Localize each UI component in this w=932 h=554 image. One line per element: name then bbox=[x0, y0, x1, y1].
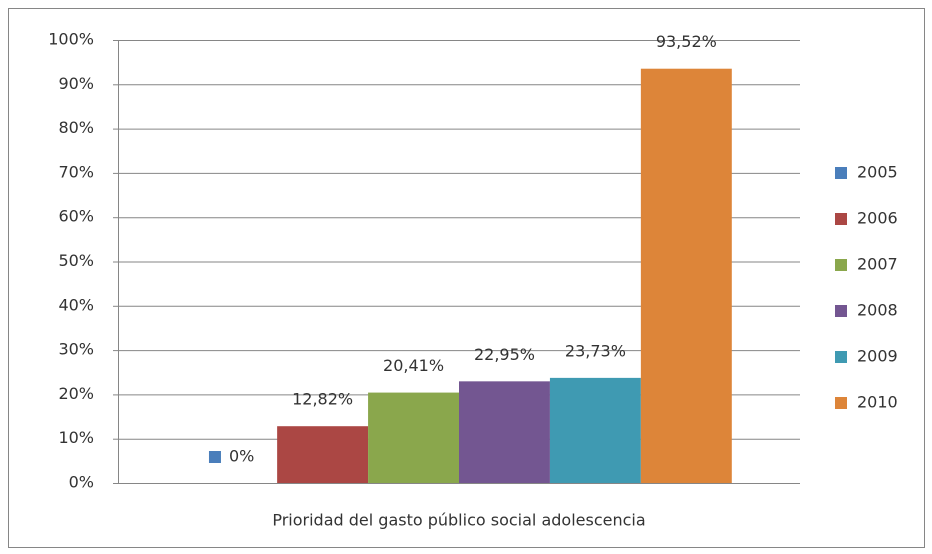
data-label: 12,82% bbox=[292, 390, 353, 409]
y-tick-label: 40% bbox=[58, 295, 94, 314]
y-tick-label: 10% bbox=[58, 428, 94, 447]
legend-key bbox=[835, 213, 847, 225]
x-tick-label: Prioridad del gasto público social adole… bbox=[272, 511, 645, 530]
data-label: 20,41% bbox=[383, 356, 444, 375]
y-tick-label: 90% bbox=[58, 74, 94, 93]
data-label: 23,73% bbox=[565, 341, 626, 360]
y-tick-label: 0% bbox=[69, 473, 94, 492]
legend-key bbox=[835, 167, 847, 179]
y-tick-label: 50% bbox=[58, 251, 94, 270]
data-label: 22,95% bbox=[474, 345, 535, 364]
bar bbox=[277, 426, 369, 483]
y-tick-label: 70% bbox=[58, 162, 94, 181]
data-label-key bbox=[208, 451, 221, 463]
legend-label: 2006 bbox=[857, 209, 898, 228]
bar bbox=[368, 392, 459, 483]
data-label: 0% bbox=[229, 447, 254, 466]
bar bbox=[640, 68, 732, 484]
bar bbox=[549, 377, 641, 483]
legend-label: 2005 bbox=[857, 163, 898, 182]
y-tick-label: 20% bbox=[58, 384, 94, 403]
legend-label: 2010 bbox=[857, 393, 898, 412]
legend-label: 2007 bbox=[857, 255, 898, 274]
legend-key bbox=[835, 351, 847, 363]
legend-key bbox=[835, 259, 847, 271]
data-label: 93,52% bbox=[656, 32, 717, 51]
y-tick-label: 100% bbox=[48, 30, 94, 49]
legend-label: 2008 bbox=[857, 301, 898, 320]
legend-label: 2009 bbox=[857, 347, 898, 366]
y-tick-label: 60% bbox=[58, 207, 94, 226]
bar bbox=[459, 381, 550, 483]
legend-key bbox=[835, 305, 847, 317]
legend-key bbox=[835, 397, 847, 409]
y-tick-label: 30% bbox=[58, 340, 94, 359]
y-tick-label: 80% bbox=[58, 118, 94, 137]
